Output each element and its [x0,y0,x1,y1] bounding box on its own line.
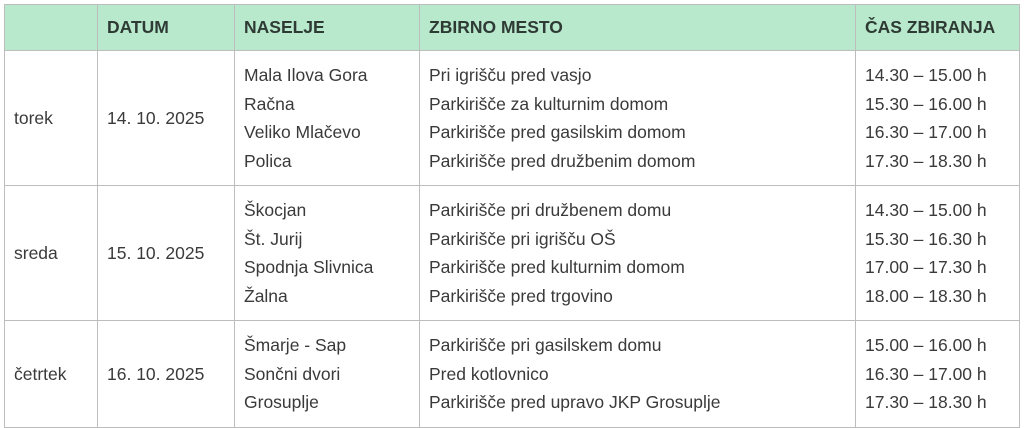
place-line: Parkirišče pred trgovino [429,285,613,306]
time-line: 15.00 – 16.00 h [865,335,987,355]
time-line: 17.30 – 18.30 h [865,150,987,171]
header-date: DATUM [97,4,235,51]
time-line: 15.30 – 16.30 h [865,228,987,249]
time-line: 14.30 – 15.00 h [865,200,987,220]
place-line: Pred kotlovnico [429,363,549,384]
settlement-line: Polica [244,150,292,171]
header-time: ČAS ZBIRANJA [855,4,1020,51]
table-row: torek 14. 10. 2025 Mala Ilova Gora Račna Vel… [4,50,1020,186]
date-cell: 15. 10. 2025 [97,185,235,321]
day-cell: sreda [4,185,98,321]
place-line: Parkirišče pred družbenim domom [429,150,696,171]
place-line: Pri igrišču pred vasjo [429,65,592,85]
place-line: Parkirišče pred kulturnim domom [429,257,685,277]
time-line: 17.00 – 17.30 h [865,257,987,277]
place-line: Parkirišče pri igrišču OŠ [429,228,616,249]
settlement-line: Grosuplje [244,392,319,412]
date-cell: 14. 10. 2025 [97,50,235,186]
settlement-cell: Šmarje - Sap Sončni dvori Grosuplje [234,320,420,428]
place-line: Parkirišče pred upravo JKP Grosuplje [429,392,721,412]
place-cell: Pri igrišču pred vasjo Parkirišče za kult… [419,50,856,186]
place-line: Parkirišče pri družbenem domu [429,200,672,220]
settlement-line: Veliko Mlačevo [244,122,361,142]
place-line: Parkirišče pred gasilskim domom [429,122,686,142]
header-row: DATUM NASELJE ZBIRNO MESTO ČAS ZBIRANJA [4,4,1020,51]
time-line: 18.00 – 18.30 h [865,285,987,306]
place-cell: Parkirišče pri družbenem domu Parkirišče … [419,185,856,321]
header-day [4,4,98,51]
time-line: 17.30 – 18.30 h [865,392,987,412]
settlement-line: Žalna [244,285,288,306]
settlement-cell: Mala Ilova Gora Račna Veliko Mlačevo Polica [234,50,420,186]
settlement-cell: Škocjan Št. Jurij Spodnja Slivnica Žalna [234,185,420,321]
time-line: 15.30 – 16.00 h [865,93,987,114]
place-cell: Parkirišče pri gasilskem domu Pred kotlov… [419,320,856,428]
time-cell: 15.00 – 16.00 h 16.30 – 17.00 h 17.30 – 18… [855,320,1020,428]
date-cell: 16. 10. 2025 [97,320,235,428]
settlement-line: Št. Jurij [244,228,303,249]
settlement-line: Račna [244,93,295,114]
day-cell: torek [4,50,98,186]
time-line: 16.30 – 17.00 h [865,363,987,384]
time-line: 16.30 – 17.00 h [865,122,987,142]
collection-schedule-table: DATUM NASELJE ZBIRNO MESTO ČAS ZBIRANJA … [4,4,1020,428]
settlement-line: Škocjan [244,200,307,220]
day-cell: četrtek [4,320,98,428]
settlement-line: Šmarje - Sap [244,335,347,355]
table-row: sreda 15. 10. 2025 Škocjan Št. Jurij Spodnja… [4,185,1020,321]
table-row: četrtek 16. 10. 2025 Šmarje - Sap Sončni dv… [4,320,1020,428]
place-line: Parkirišče za kulturnim domom [429,93,669,114]
header-place: ZBIRNO MESTO [419,4,856,51]
time-cell: 14.30 – 15.00 h 15.30 – 16.00 h 16.30 – 17… [855,50,1020,186]
time-line: 14.30 – 15.00 h [865,65,987,85]
header-settlement: NASELJE [234,4,420,51]
place-line: Parkirišče pri gasilskem domu [429,335,662,355]
settlement-line: Sončni dvori [244,363,341,384]
settlement-line: Mala Ilova Gora [244,65,368,85]
time-cell: 14.30 – 15.00 h 15.30 – 16.30 h 17.00 – 17… [855,185,1020,321]
settlement-line: Spodnja Slivnica [244,257,374,277]
